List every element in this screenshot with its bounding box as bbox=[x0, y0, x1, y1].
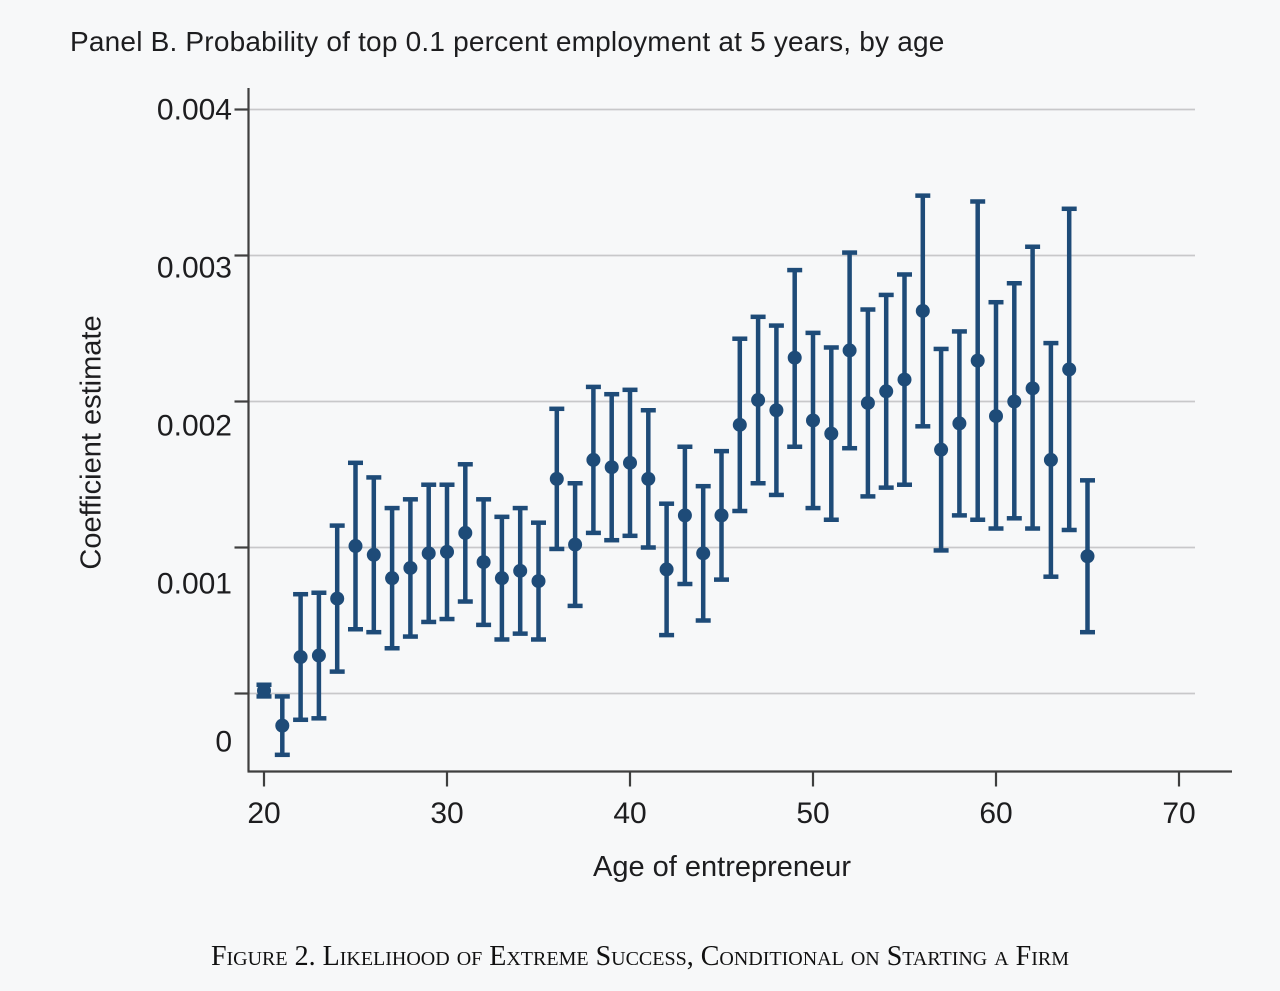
point-marker bbox=[787, 350, 802, 365]
point-marker bbox=[769, 403, 784, 418]
point-marker bbox=[604, 460, 619, 475]
point-marker bbox=[970, 353, 985, 368]
point-marker bbox=[1043, 452, 1058, 467]
x-tick-label: 70 bbox=[1162, 797, 1195, 830]
point-marker bbox=[513, 563, 528, 578]
point-marker bbox=[934, 442, 949, 457]
point-marker bbox=[623, 455, 637, 470]
point-marker bbox=[549, 471, 564, 486]
point-marker bbox=[641, 471, 656, 486]
point-marker bbox=[696, 546, 711, 561]
point-marker bbox=[348, 539, 363, 554]
x-tick-label: 40 bbox=[613, 797, 646, 830]
point-marker bbox=[1062, 362, 1077, 377]
point-marker bbox=[330, 591, 345, 606]
point-marker bbox=[897, 372, 912, 387]
y-tick-label: 0.001 bbox=[157, 568, 232, 601]
point-marker bbox=[257, 683, 271, 698]
point-marker bbox=[879, 384, 894, 399]
point-marker bbox=[531, 574, 546, 589]
point-marker bbox=[403, 560, 418, 575]
y-tick-label: 0.004 bbox=[157, 94, 232, 127]
point-marker bbox=[1080, 549, 1095, 564]
point-marker bbox=[421, 546, 436, 561]
point-marker bbox=[440, 544, 454, 559]
x-tick-label: 30 bbox=[430, 797, 463, 830]
point-marker bbox=[915, 303, 930, 318]
point-marker bbox=[385, 571, 400, 586]
y-tick-label: 0 bbox=[215, 726, 232, 759]
x-tick-label: 50 bbox=[796, 797, 829, 830]
point-marker bbox=[860, 395, 875, 410]
y-tick-label: 0.003 bbox=[157, 252, 232, 285]
y-tick-label: 0.002 bbox=[157, 410, 232, 443]
point-marker bbox=[732, 417, 747, 432]
x-tick-label: 20 bbox=[247, 797, 280, 830]
x-tick-label: 60 bbox=[979, 797, 1012, 830]
point-marker bbox=[476, 555, 491, 570]
point-marker bbox=[458, 525, 473, 540]
point-marker bbox=[659, 562, 674, 577]
point-marker bbox=[568, 537, 583, 552]
y-axis-title: Coefficient estimate bbox=[75, 315, 108, 570]
point-marker bbox=[714, 508, 729, 523]
point-marker bbox=[586, 452, 601, 467]
point-marker bbox=[275, 718, 290, 733]
point-marker bbox=[952, 416, 967, 431]
point-marker bbox=[842, 343, 857, 358]
point-marker bbox=[366, 547, 381, 562]
point-marker bbox=[824, 426, 839, 441]
point-marker bbox=[293, 650, 308, 664]
x-axis-title: Age of entrepreneur bbox=[593, 851, 851, 883]
point-marker bbox=[806, 413, 820, 428]
point-marker bbox=[1025, 381, 1040, 396]
point-marker bbox=[677, 508, 692, 523]
point-marker bbox=[494, 571, 509, 586]
point-marker bbox=[311, 648, 326, 663]
figure-caption: Figure 2. Likelihood of Extreme Success,… bbox=[210, 941, 1070, 972]
point-marker bbox=[1007, 394, 1022, 409]
point-marker bbox=[989, 409, 1003, 424]
point-marker bbox=[751, 393, 766, 408]
panel-title: Panel B. Probability of top 0.1 percent … bbox=[70, 26, 945, 57]
